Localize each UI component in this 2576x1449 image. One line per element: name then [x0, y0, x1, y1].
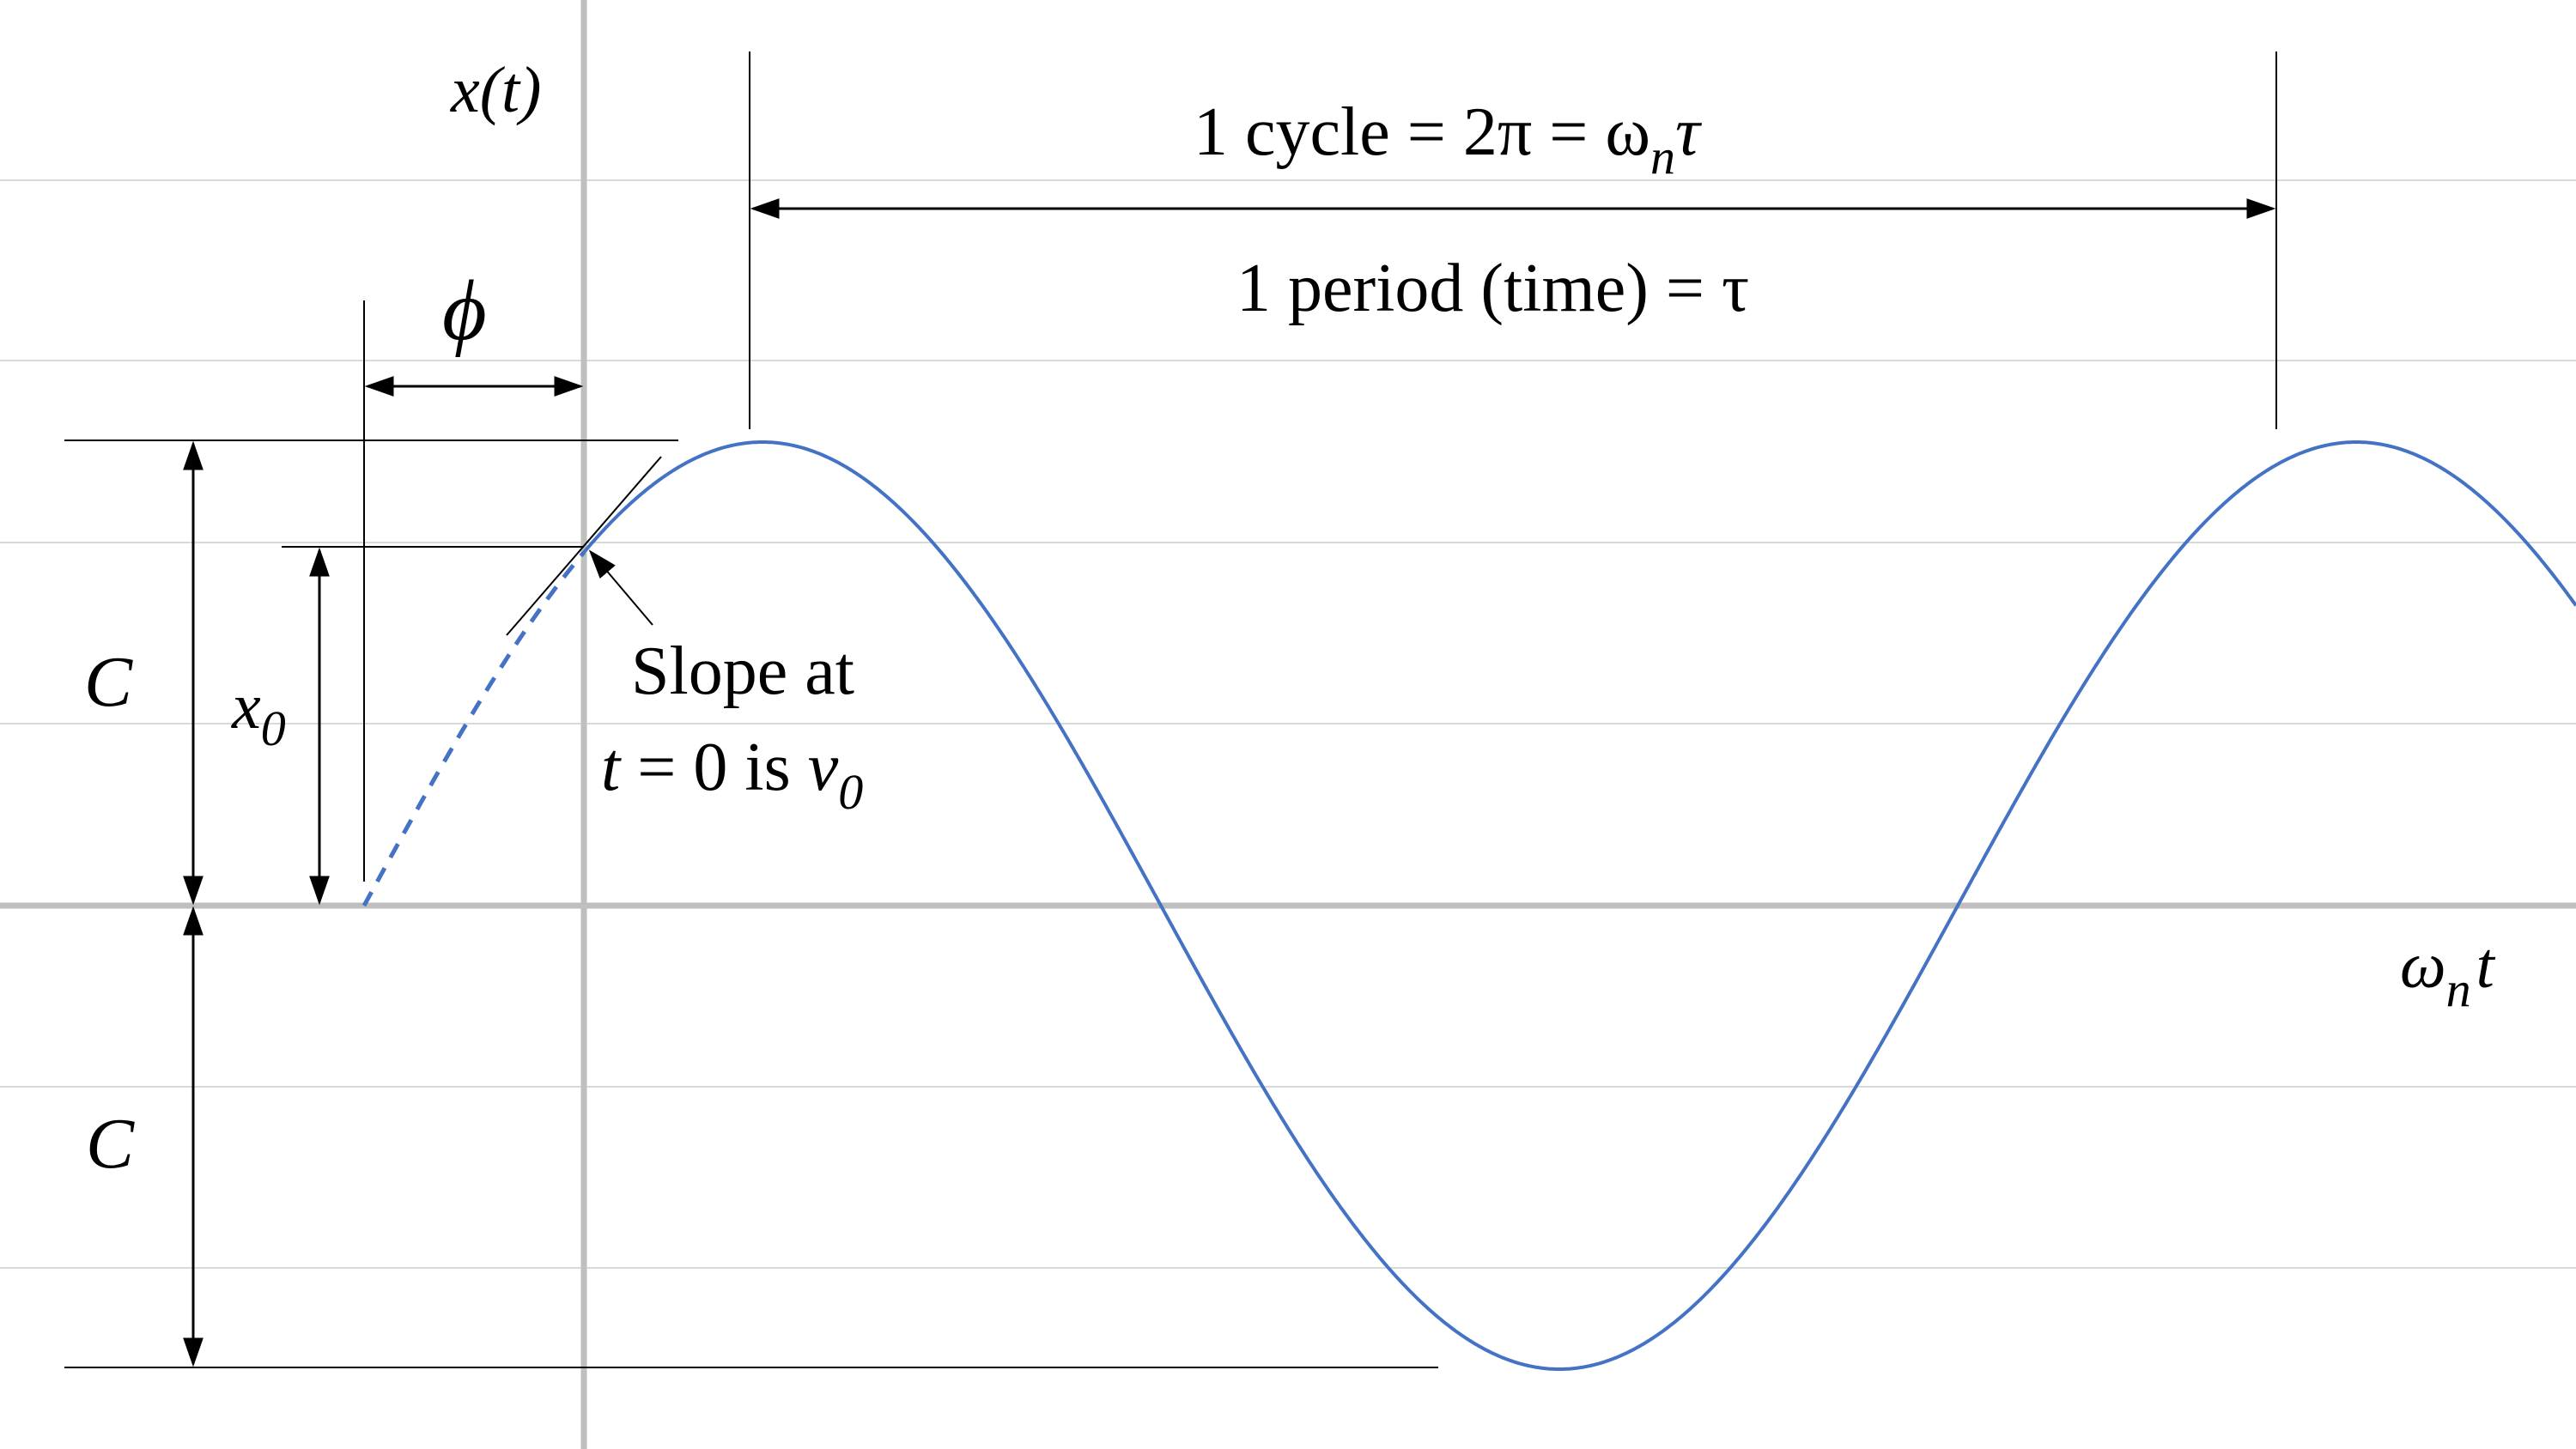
x-axis-label: ωnt [2400, 930, 2496, 1017]
amplitude-upper-label: C [84, 642, 133, 722]
slope-callout-line [588, 549, 653, 626]
slope-label-line2: t = 0 is v0 [601, 730, 863, 820]
x0-label: x0 [231, 670, 286, 756]
gridlines [0, 179, 2576, 1269]
slope-label-line1: Slope at [631, 634, 854, 709]
slope-tangent-line [506, 456, 662, 636]
sine-curve [580, 440, 2576, 1371]
period-label: 1 period (time) = τ [1236, 251, 1749, 326]
cycle-label: 1 cycle = 2π = ωnτ [1194, 94, 1703, 185]
phase-label: ϕ [442, 263, 487, 358]
y-axis-label: x(t) [450, 54, 541, 126]
amplitude-lower-label: C [86, 1104, 135, 1184]
sine-curve-extension [361, 550, 586, 907]
